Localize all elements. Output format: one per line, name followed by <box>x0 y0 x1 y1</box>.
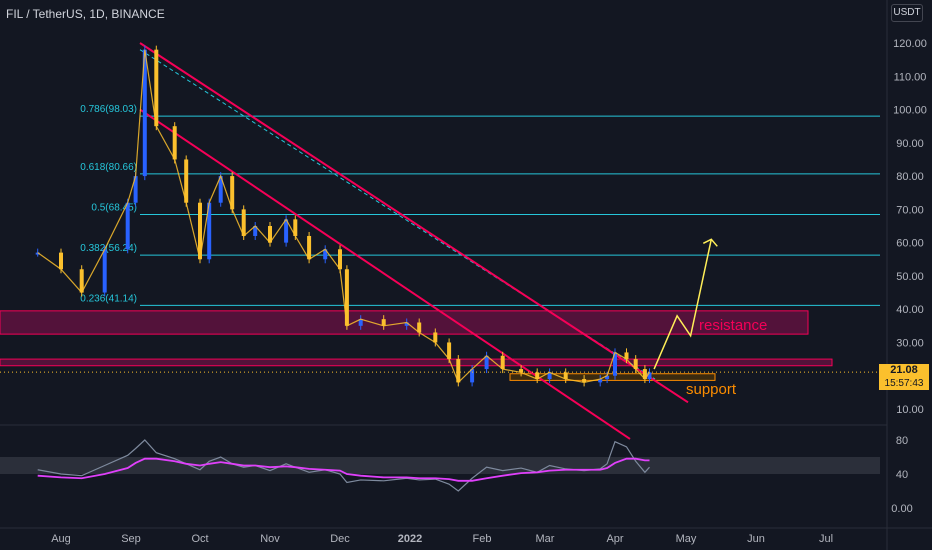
candle <box>598 379 603 383</box>
time-tick-label: Feb <box>473 533 492 545</box>
channel-upper-line <box>139 42 689 404</box>
projection-arrowhead <box>702 238 718 247</box>
chart-title: FIL / TetherUS, 1D, BINANCE <box>6 7 165 21</box>
candle <box>154 49 159 127</box>
price-tick-label: 50.00 <box>896 271 924 283</box>
price-tick-label: 40.00 <box>896 304 924 316</box>
candle <box>605 375 610 380</box>
rsi-tick-label: 40 <box>896 469 908 481</box>
candle <box>417 322 422 333</box>
fib-label: 0.236(41.14) <box>80 293 137 304</box>
price-tick-label: 90.00 <box>896 138 924 150</box>
candle <box>307 235 312 260</box>
candle <box>563 372 568 380</box>
candle <box>102 249 107 293</box>
time-tick-label: Sep <box>121 533 141 545</box>
zone-upper-band <box>0 358 833 367</box>
time-tick-label: Nov <box>260 533 280 545</box>
price-tick-label: 60.00 <box>896 238 924 250</box>
candle <box>433 332 438 343</box>
candle <box>484 355 489 370</box>
time-tick-label: Jul <box>819 533 833 545</box>
candle <box>198 202 202 260</box>
fib-anchor-line <box>139 49 656 380</box>
candle <box>547 372 552 380</box>
last-price: 21.08 <box>879 364 929 377</box>
candle <box>447 342 452 360</box>
price-tick-label: 110.00 <box>894 71 927 83</box>
price-tick-label: 80.00 <box>896 171 924 183</box>
candle <box>207 202 212 260</box>
candle <box>218 176 223 203</box>
candle <box>470 369 475 383</box>
candle <box>642 369 647 380</box>
candle <box>293 219 298 236</box>
candle <box>172 126 177 160</box>
candle <box>323 249 328 260</box>
channel-lower-line <box>139 108 631 440</box>
resistance-annotation: resistance <box>699 317 768 334</box>
candle <box>253 226 258 236</box>
fib-label: 0.786(98.03) <box>80 104 137 115</box>
candle <box>582 379 587 383</box>
time-tick-label: Aug <box>51 533 71 545</box>
price-tick-label: 30.00 <box>896 337 924 349</box>
fib-label: 0.618(80.66) <box>80 162 137 173</box>
candle <box>268 226 272 243</box>
candle <box>344 269 349 326</box>
candle <box>404 322 409 326</box>
candle <box>59 252 63 270</box>
candle <box>79 269 84 293</box>
candle <box>456 359 461 383</box>
candle <box>647 372 652 380</box>
time-tick-label: Apr <box>606 533 623 545</box>
candle <box>381 319 386 326</box>
candle <box>184 159 189 203</box>
time-tick-label: Oct <box>191 533 208 545</box>
price-tick-label: 10.00 <box>896 404 924 416</box>
candle <box>230 176 235 210</box>
rsi-tick-label: 80 <box>896 435 908 447</box>
candle <box>125 202 130 250</box>
candle <box>535 372 540 380</box>
last-price-label: 21.08 15:57:43 <box>879 364 929 390</box>
candle <box>358 319 363 326</box>
currency-button[interactable]: USDT <box>891 4 923 22</box>
time-tick-label: 2022 <box>398 533 422 545</box>
candle <box>35 252 40 255</box>
fib-label: 0.5(68.45) <box>91 203 137 214</box>
price-tick-label: 100.00 <box>893 105 927 117</box>
candle <box>519 369 524 373</box>
candle <box>500 355 505 370</box>
time-tick-label: Dec <box>330 533 350 545</box>
candle <box>613 352 617 376</box>
candle <box>133 176 138 203</box>
time-tick-label: Mar <box>536 533 555 545</box>
zone-support <box>509 373 716 381</box>
candle <box>241 209 246 236</box>
candle <box>624 352 629 360</box>
rsi-ma-line <box>37 457 650 482</box>
fib-label: 0.382(56.24) <box>80 243 137 254</box>
rsi-tick-label: 0.00 <box>891 503 912 515</box>
candle <box>284 219 289 243</box>
time-tick-label: May <box>676 533 697 545</box>
projection-line <box>653 239 713 370</box>
candle <box>633 359 638 370</box>
rsi-band <box>0 457 880 474</box>
candle <box>142 49 147 177</box>
price-line <box>37 49 650 384</box>
price-tick-label: 70.00 <box>896 204 924 216</box>
candle <box>338 249 342 270</box>
bar-countdown: 15:57:43 <box>879 377 929 390</box>
price-tick-label: 120.00 <box>893 38 927 50</box>
time-tick-label: Jun <box>747 533 765 545</box>
support-annotation: support <box>686 381 737 398</box>
